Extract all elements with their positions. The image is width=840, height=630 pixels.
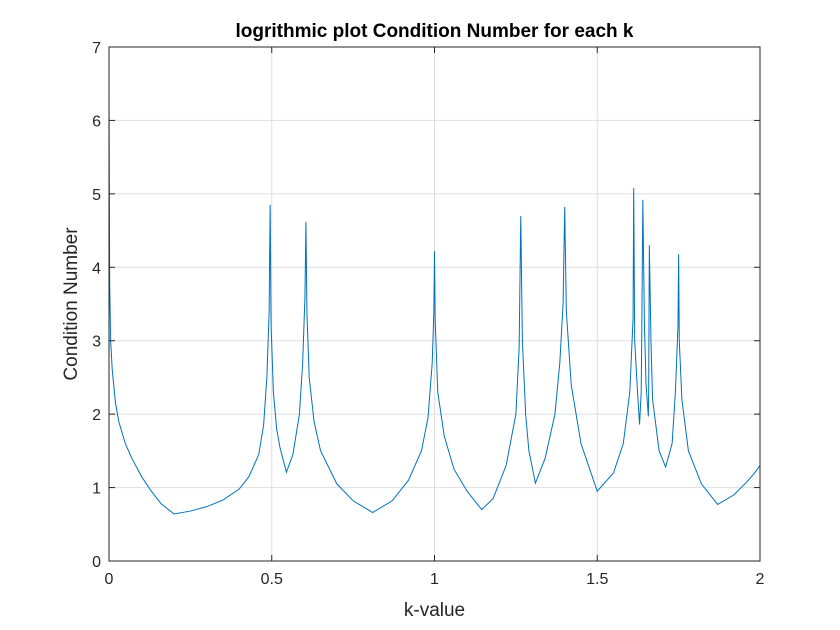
y-axis-label: Condition Number: [61, 227, 82, 381]
x-tick-label: 1.5: [586, 571, 608, 588]
y-tick-label: 4: [92, 260, 101, 277]
series-layer: [108, 92, 761, 515]
x-tick-label: 1: [430, 571, 439, 588]
series-line-1: [108, 92, 761, 515]
y-tick-label: 6: [92, 113, 101, 130]
x-tick-label: 0.5: [261, 571, 283, 588]
y-tick-label: 7: [92, 40, 101, 57]
y-tick-label: 5: [92, 187, 101, 204]
y-tick-label: 3: [92, 334, 101, 351]
y-tick-label: 1: [92, 481, 101, 498]
x-axis-label: k-value: [404, 600, 465, 621]
ticks: 0 0.5 1 1.5 2 0 1 2 3 4 5 6 7: [92, 40, 764, 588]
y-tick-label: 2: [92, 407, 101, 424]
x-tick-label: 0: [105, 571, 114, 588]
x-tick-label: 2: [756, 571, 765, 588]
y-tick-label: 0: [92, 554, 101, 571]
chart-title: logrithmic plot Condition Number for eac…: [236, 21, 634, 42]
